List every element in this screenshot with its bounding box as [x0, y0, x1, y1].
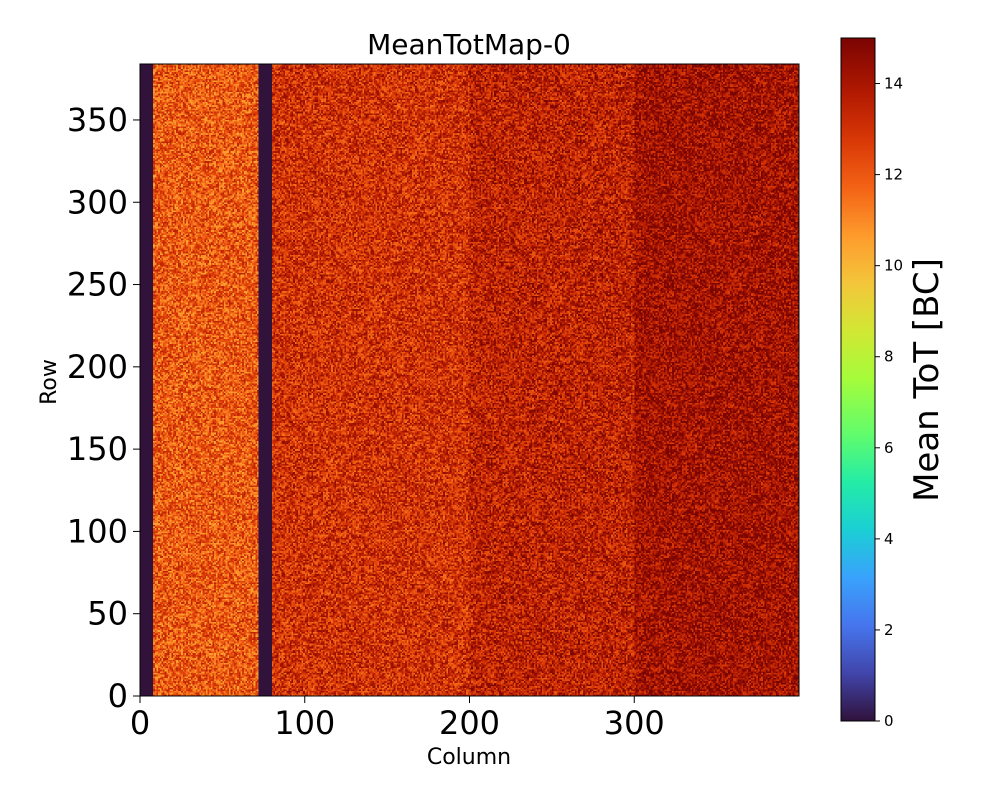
x-tick-label: 100 [274, 704, 335, 742]
chart-title: MeanTotMap-0 [367, 28, 571, 61]
colorbar [840, 37, 876, 722]
colorbar-tick-label: 0 [884, 712, 894, 730]
y-tick-label: 0 [108, 677, 128, 715]
y-tick-label: 100 [67, 512, 128, 550]
colorbar-tick-label: 2 [884, 621, 894, 639]
colorbar-tick-label: 10 [884, 257, 903, 275]
colorbar-tick-label: 4 [884, 530, 894, 548]
heatmap-raster [140, 64, 799, 696]
y-tick-label: 200 [67, 348, 128, 386]
heatmap-image [140, 64, 799, 696]
x-tick-label: 200 [439, 704, 500, 742]
y-tick-label: 50 [87, 595, 128, 633]
y-tick-label: 300 [67, 183, 128, 221]
y-axis-label: Row [37, 359, 62, 405]
x-axis-label: Column [427, 745, 511, 770]
x-tick-label: 0 [130, 704, 150, 742]
y-tick-label: 150 [67, 430, 128, 468]
x-axis: 0 100 200 300 [130, 696, 665, 742]
colorbar-tick-label: 8 [884, 348, 894, 366]
colorbar-tick-label: 6 [884, 439, 894, 457]
colorbar-tick-label: 14 [884, 75, 903, 93]
colorbar-tick-label: 12 [884, 166, 903, 184]
y-axis: 0 50 100 150 200 250 300 350 [67, 101, 140, 715]
colorbar-axis: 0 2 4 6 8 10 12 14 [875, 75, 903, 730]
y-tick-label: 250 [67, 266, 128, 304]
y-tick-label: 350 [67, 101, 128, 139]
colorbar-label: Mean ToT [BC] [907, 258, 947, 502]
x-tick-label: 300 [604, 704, 665, 742]
